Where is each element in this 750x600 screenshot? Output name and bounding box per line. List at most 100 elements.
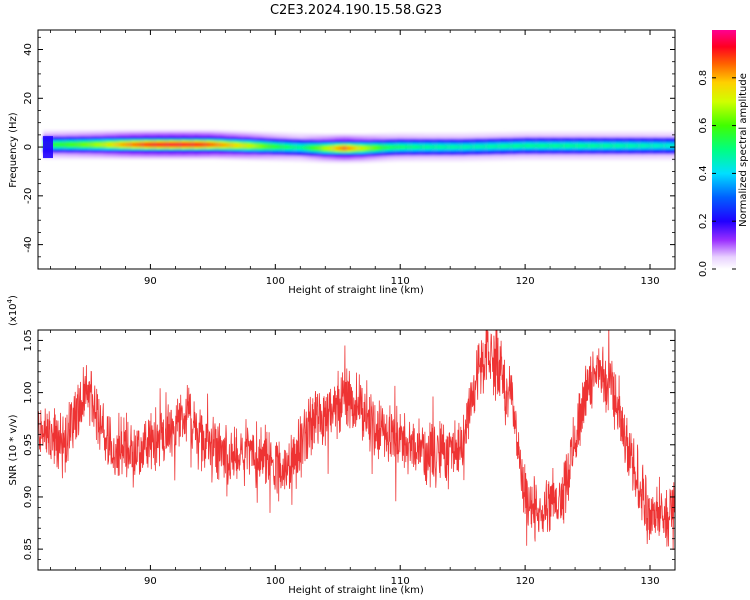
spectrogram-cell (171, 143, 175, 146)
spectrogram-cell (545, 144, 550, 147)
spectrogram-cells (42, 129, 675, 163)
spectrogram-cell (592, 144, 597, 147)
spectrogram-cell (461, 146, 466, 149)
spectrogram-x-axis-label: Height of straight line (km) (288, 285, 424, 296)
spectrogram-cell (395, 146, 400, 149)
spectrogram-cell (274, 145, 278, 148)
spectrogram-cell (373, 146, 378, 149)
spectrogram-cell (389, 146, 394, 149)
spectrogram-cell (336, 147, 341, 150)
spectrogram-cell (601, 144, 606, 147)
spectrogram-cell (648, 144, 653, 147)
spectrogram-cell (458, 146, 463, 149)
spectrogram-cell (333, 147, 338, 150)
spectrogram-cell (436, 146, 441, 149)
spectrogram-cell (189, 143, 194, 146)
spectrogram-cell (486, 145, 491, 148)
spectrogram-cell (52, 143, 57, 146)
spectrogram-cell (530, 144, 534, 147)
spectrogram-cell (77, 143, 82, 146)
spectrogram-cell (349, 147, 353, 150)
spectrogram-cell (111, 143, 116, 146)
spectrogram-cell (124, 143, 128, 146)
spectrogram-cell (467, 145, 472, 148)
spectrogram-cell (370, 146, 375, 149)
spectrogram-cell (267, 145, 272, 148)
spectrogram-cell (655, 144, 659, 147)
spectrogram-cell (320, 147, 325, 150)
spectrogram-cell (292, 146, 297, 149)
snr-x-ticks: 90 100 110 120 130 (50, 330, 676, 587)
spectrogram-cell (174, 143, 178, 146)
colorbar-ticks: 0.0 0.2 0.4 0.6 0.8 (698, 70, 736, 277)
snr-y-multiplier: (x104) (6, 295, 19, 326)
spectrogram-cell (121, 143, 125, 146)
spectrogram-cell (342, 147, 347, 150)
snr-y-multiplier-exp: 4 (6, 298, 14, 303)
snr-series-line (38, 330, 675, 551)
spectrogram-cell (573, 144, 578, 147)
x-tick-label: 100 (266, 576, 285, 587)
spectrogram-cell (430, 146, 434, 149)
spectrogram-cell (89, 143, 94, 146)
spectrogram-cell (398, 146, 403, 149)
spectrogram-cell (177, 143, 181, 146)
spectrogram-cell (146, 143, 150, 146)
spectrogram-cell (473, 145, 478, 148)
snr-x-axis-label: Height of straight line (km) (288, 585, 424, 596)
spectrogram-cell (664, 144, 669, 147)
spectrogram-cell (286, 146, 291, 149)
spectrogram-cell (583, 144, 587, 147)
spectrogram-cell (508, 145, 512, 148)
spectrogram-cell (561, 144, 566, 147)
spectrogram-cell (542, 144, 547, 147)
spectrogram-cell (361, 147, 366, 150)
spectrogram-cell (133, 143, 138, 146)
y-tick-label: 0.85 (23, 538, 34, 560)
spectrogram-cell (402, 146, 406, 149)
spectrogram-x-ticks: 90 100 110 120 130 (50, 30, 676, 287)
colorbar-tick-label: 0.2 (698, 213, 709, 229)
spectrogram-cell (658, 144, 662, 147)
spectrogram-cell (130, 143, 135, 146)
spectrogram-cell (514, 145, 519, 147)
spectrogram-cell (576, 144, 581, 147)
spectrogram-cell (448, 146, 453, 149)
spectrogram-y-axis-label: Frequency (Hz) (8, 112, 19, 188)
spectrogram-cell (355, 147, 359, 150)
spectrogram-cell (258, 145, 263, 148)
spectrogram-cell (127, 143, 132, 146)
spectrogram-cell (386, 146, 391, 149)
spectrogram-cell (317, 147, 322, 150)
spectrogram-cell (67, 143, 72, 146)
spectrogram-cell (620, 144, 625, 147)
spectrogram-cell (617, 144, 622, 147)
spectrogram-cell (261, 145, 266, 148)
spectrogram-cell (670, 144, 675, 147)
spectrogram-edge (42, 136, 53, 159)
spectrogram-cell (108, 143, 113, 146)
y-tick-label: 1.00 (23, 381, 34, 403)
spectrogram-cell (383, 146, 388, 149)
figure-title: C2E3.2024.190.15.58.G23 (270, 3, 442, 18)
spectrogram-cell (99, 143, 103, 146)
spectrogram-cell (548, 144, 553, 147)
spectrogram-cell (217, 143, 222, 146)
spectrogram-cell (651, 144, 656, 147)
spectrogram-cell (614, 144, 619, 147)
x-tick-label: 120 (516, 276, 535, 287)
snr-panel: 90 100 110 120 130 0.85 0.90 0.95 1.00 1.05 Heig… (6, 295, 676, 596)
colorbar-gradient (712, 30, 736, 269)
spectrogram-cell (498, 145, 503, 148)
spectrogram-cell (199, 143, 203, 146)
spectrogram-cell (239, 144, 244, 147)
spectrogram-cell (392, 146, 397, 149)
spectrogram-cell (483, 145, 487, 148)
spectrogram-cell (673, 144, 675, 147)
spectrogram-cell (183, 143, 188, 146)
spectrogram-cell (299, 146, 303, 149)
spectrogram-cell (152, 143, 157, 146)
spectrogram-cell (58, 143, 63, 146)
spectrogram-cell (230, 144, 235, 147)
spectrogram-cell (420, 146, 425, 149)
